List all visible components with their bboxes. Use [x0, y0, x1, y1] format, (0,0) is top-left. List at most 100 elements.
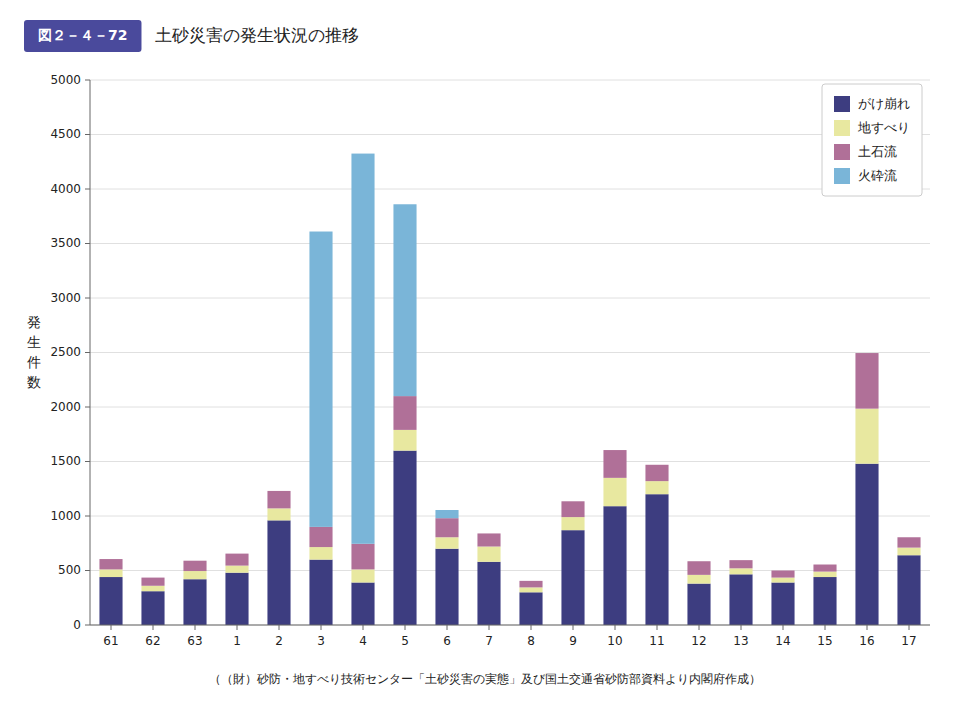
chart-svg: 図２－４－72土砂災害の発生状況の推移050010001500200025003…	[0, 0, 969, 705]
bar-segment	[729, 560, 752, 561]
bar-segment	[603, 506, 626, 625]
bar-segment	[813, 564, 836, 565]
bar-segment	[519, 587, 542, 592]
x-tick-label: 16	[859, 634, 874, 648]
grid-line	[90, 516, 930, 517]
bar-segment	[813, 577, 836, 625]
bar-segment	[351, 582, 374, 625]
legend-label: 地すべり	[857, 120, 910, 135]
x-tick	[615, 625, 616, 630]
y-tick	[85, 189, 90, 190]
y-tick	[85, 352, 90, 353]
x-tick-label: 63	[187, 634, 202, 648]
y-tick	[85, 461, 90, 462]
x-tick-label: 62	[145, 634, 160, 648]
x-tick	[825, 625, 826, 630]
bar-segment	[519, 592, 542, 625]
bar-segment	[855, 353, 878, 354]
bar-segment	[897, 548, 920, 556]
legend-label: 火砕流	[858, 168, 897, 183]
x-tick	[741, 625, 742, 630]
bar-segment	[897, 555, 920, 625]
bar-segment	[225, 553, 248, 554]
bar-segment	[603, 450, 626, 478]
bar-segment	[813, 565, 836, 572]
grid-line	[90, 298, 930, 299]
grid-line	[90, 352, 930, 353]
grid	[90, 80, 930, 625]
bar-segment	[813, 572, 836, 577]
y-axis-label: 発生件数	[27, 314, 41, 390]
x-tick	[867, 625, 868, 630]
y-tick-label: 2000	[50, 400, 81, 414]
bar-segment	[99, 559, 122, 560]
bar-segment	[99, 559, 122, 569]
y-tick-label: 500	[58, 563, 81, 577]
x-axis-line	[90, 625, 930, 626]
bar-segment	[855, 353, 878, 409]
bar-segment	[435, 537, 458, 548]
bar-segment	[309, 232, 332, 527]
x-tick-label: 6	[443, 634, 451, 648]
x-tick-label: 3	[317, 634, 325, 648]
bar-segment	[603, 478, 626, 506]
y-tick-label: 0	[73, 618, 81, 632]
x-tick-label: 14	[775, 634, 790, 648]
bar-segment	[351, 544, 374, 570]
source-note: （（財）砂防・地すべり技術センター「土砂災害の実態」及び国土交通省砂防部資料より…	[209, 672, 761, 686]
x-tick-label: 12	[691, 634, 706, 648]
legend-label: がけ崩れ	[858, 96, 910, 111]
bar-segment	[225, 554, 248, 566]
bar-segment	[687, 561, 710, 575]
y-tick-label: 5000	[50, 73, 81, 87]
y-tick	[85, 134, 90, 135]
bar-segment	[99, 569, 122, 577]
bar-segment	[729, 574, 752, 625]
bar-segment	[519, 580, 542, 581]
x-tick	[699, 625, 700, 630]
bar-segment	[687, 584, 710, 625]
x-tick	[447, 625, 448, 630]
grid-line	[90, 134, 930, 135]
bar-segment	[561, 517, 584, 530]
y-tick-label: 4000	[50, 182, 81, 196]
bars	[99, 154, 920, 625]
bar-segment	[267, 508, 290, 520]
bar-segment	[603, 450, 626, 451]
y-axis-label-char: 発	[27, 314, 41, 330]
bar-segment	[435, 510, 458, 518]
bar-segment	[351, 154, 374, 544]
bar-segment	[183, 571, 206, 579]
bar-segment	[435, 518, 458, 537]
bar-segment	[561, 501, 584, 517]
x-tick	[783, 625, 784, 630]
bar-segment	[99, 577, 122, 625]
bar-segment	[687, 561, 710, 562]
x-tick	[531, 625, 532, 630]
bar-segment	[225, 573, 248, 625]
grid-line	[90, 189, 930, 190]
bar-segment	[561, 501, 584, 502]
bar-segment	[729, 568, 752, 574]
bar-segment	[645, 465, 668, 481]
x-tick	[405, 625, 406, 630]
x-tick	[153, 625, 154, 630]
bar-segment	[771, 571, 794, 578]
x-tick-label: 61	[103, 634, 118, 648]
x-tick-label: 7	[485, 634, 493, 648]
x-tick-label: 10	[607, 634, 622, 648]
series-2	[99, 353, 920, 587]
y-tick-label: 1500	[50, 454, 81, 468]
bar-segment	[561, 530, 584, 625]
x-tick-label: 4	[359, 634, 367, 648]
bar-segment	[393, 396, 416, 430]
y-axis-label-char: 数	[27, 374, 41, 390]
legend-swatch	[834, 96, 850, 112]
bar-segment	[645, 494, 668, 625]
bar-segment	[141, 578, 164, 586]
bar-segment	[477, 547, 500, 562]
bar-segment	[141, 577, 164, 578]
legend-swatch	[834, 120, 850, 136]
bar-segment	[771, 570, 794, 571]
figure-number-badge	[24, 20, 141, 52]
